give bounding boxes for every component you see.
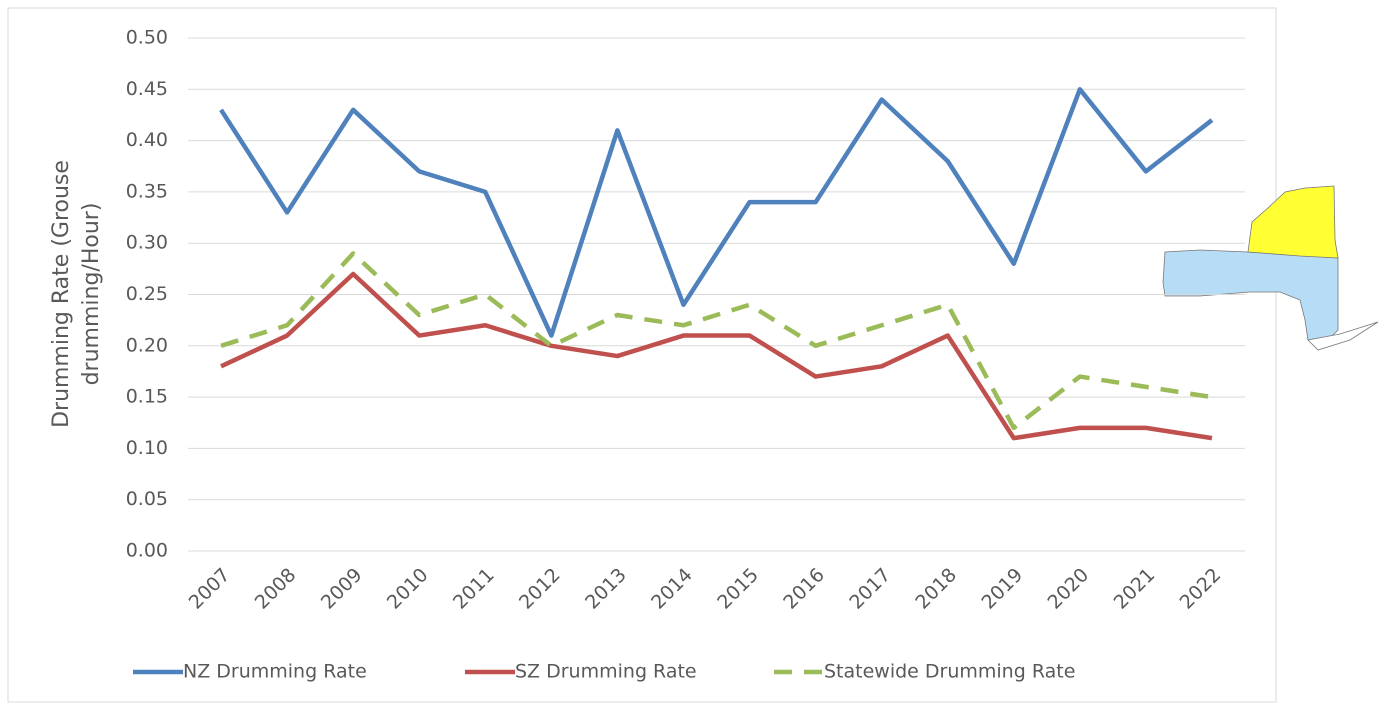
y-tick-label: 0.40 bbox=[126, 129, 168, 151]
y-tick-label: 0.35 bbox=[126, 180, 168, 202]
y-tick-label: 0.50 bbox=[126, 27, 168, 49]
series-line bbox=[219, 87, 1214, 338]
y-axis-title-line: Drumming Rate (Grouse bbox=[49, 160, 74, 428]
y-tick-label: 0.30 bbox=[126, 232, 168, 254]
y-tick-label: 0.20 bbox=[126, 334, 168, 356]
y-axis-title: Drumming Rate (Grouse drumming/Hour) bbox=[49, 160, 104, 428]
legend-label: Statewide Drumming Rate bbox=[824, 661, 1075, 683]
y-tick-label: 0.15 bbox=[126, 386, 168, 408]
series-line bbox=[220, 271, 1213, 441]
y-tick-label: 0.45 bbox=[126, 78, 168, 100]
legend-label: NZ Drumming Rate bbox=[183, 661, 367, 683]
y-tick-label: 0.00 bbox=[126, 540, 168, 562]
ny-map bbox=[1162, 185, 1379, 351]
y-tick-label: 0.10 bbox=[126, 437, 168, 459]
y-tick-label: 0.05 bbox=[126, 488, 168, 510]
legend-label: SZ Drumming Rate bbox=[515, 661, 697, 683]
series-line bbox=[220, 251, 1213, 431]
y-axis-title-line: drumming/Hour) bbox=[79, 203, 104, 386]
y-tick-label: 0.25 bbox=[126, 283, 168, 305]
